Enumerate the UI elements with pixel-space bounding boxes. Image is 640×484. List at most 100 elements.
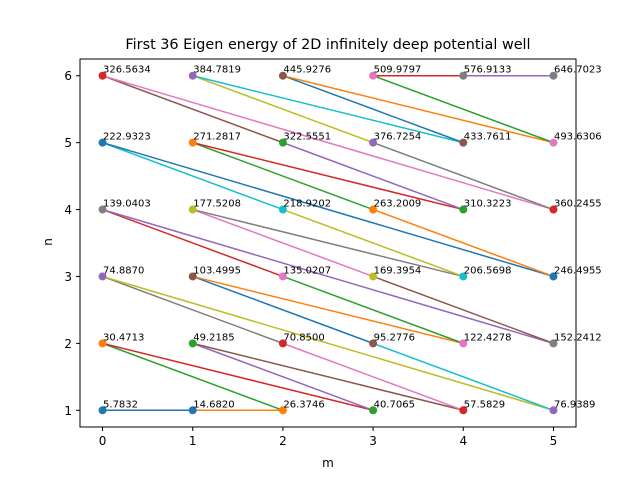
data-point [369,339,378,348]
y-tick-label: 2 [64,337,72,351]
chart-title: First 36 Eigen energy of 2D infinitely d… [125,37,530,53]
connection-line [282,208,464,278]
data-point [278,205,287,214]
energy-label: 376.7254 [374,132,422,143]
connection-line [102,275,284,345]
energy-label: 322.5551 [283,132,331,143]
connection-line [192,75,374,144]
x-tick-label: 4 [459,434,467,448]
energy-label: 263.2009 [374,199,422,210]
energy-label: 576.9133 [464,65,512,76]
energy-label: 169.3954 [374,265,422,276]
x-tick-label: 3 [369,434,377,448]
connection-line [102,342,284,411]
connection-line [282,275,464,345]
connection-line [372,275,554,345]
axes: 0 1 2 3 4 5 1 2 3 4 5 6 [64,58,577,448]
energy-label: 646.7023 [554,65,602,76]
data-point [278,138,287,147]
connection-line [372,208,554,278]
connection-line [192,275,464,345]
energy-label: 95.2776 [374,332,415,343]
data-point [459,272,468,281]
data-point [278,406,287,415]
data-point [459,406,468,415]
data-point [188,205,197,214]
data-point [369,71,378,80]
energy-label: 384.7819 [193,65,241,76]
energy-label: 493.6306 [554,132,602,143]
y-tick-label: 5 [64,136,72,150]
data-point [188,406,197,415]
connection-line [192,74,464,144]
energy-label: 206.5698 [464,265,512,276]
data-point [549,138,558,147]
data-point [188,272,197,281]
data-point [278,71,287,80]
connection-line [192,208,464,278]
energy-label: 271.2817 [193,132,241,143]
data-point [549,205,558,214]
energy-label: 57.5829 [464,399,505,410]
energy-label: 139.0403 [103,199,151,210]
data-point [369,138,378,147]
data-point [459,339,468,348]
connection-line [192,141,374,211]
data-point [98,71,107,80]
plot-frame [79,58,577,428]
connection-line [282,342,464,411]
energy-label: 326.5634 [103,65,151,76]
energy-label: 445.9276 [283,65,331,76]
connection-line [192,208,374,278]
x-tick-label: 1 [189,434,197,448]
energy-label: 433.7611 [464,132,512,143]
energy-label: 122.4278 [464,332,512,343]
data-point [98,138,107,147]
connection-lines [102,74,554,412]
energy-label: 177.5208 [193,199,241,210]
connection-line [102,75,554,211]
connection-line [102,75,284,144]
data-points [98,71,558,415]
y-tick-label: 1 [64,404,72,418]
connection-line [372,342,554,411]
data-point [98,339,107,348]
connection-line [102,141,284,211]
data-point [98,205,107,214]
x-axis-label: m [322,456,334,470]
connection-line [282,75,464,144]
data-point [278,339,287,348]
energy-labels: 5.7832 14.6820 26.3746 30.4713 40.7065 49.218… [103,65,602,411]
data-point [188,71,197,80]
connection-line [102,275,554,411]
data-point [278,272,287,281]
energy-label: 509.9797 [374,65,422,76]
data-point [369,205,378,214]
energy-label: 360.2455 [554,199,602,210]
data-point [459,71,468,80]
energy-label: 246.4955 [554,265,602,276]
data-point [369,406,378,415]
energy-label: 103.4995 [193,265,241,276]
energy-label: 135.0207 [283,265,331,276]
data-point [459,205,468,214]
connection-line [192,342,374,411]
energy-label: 70.8500 [283,332,324,343]
x-tick-label: 0 [99,434,107,448]
data-point [549,339,558,348]
x-tick-label: 2 [279,434,287,448]
connection-line [102,342,374,412]
energy-label: 310.3223 [464,199,512,210]
y-tick-label: 3 [64,270,72,284]
connection-line [282,141,464,211]
energy-label: 218.9202 [283,199,331,210]
x-tick-label: 5 [550,434,558,448]
connection-line [102,208,554,345]
energy-label: 76.9389 [554,399,595,410]
connection-line [192,141,464,211]
connection-line [282,74,554,144]
data-point [549,71,558,80]
